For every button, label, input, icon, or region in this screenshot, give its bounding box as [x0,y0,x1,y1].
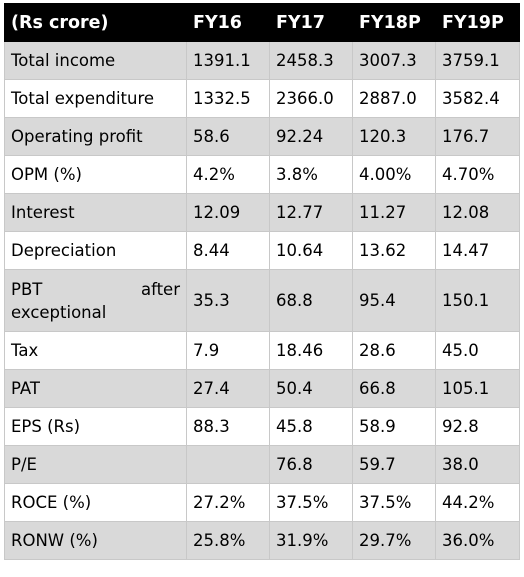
header-row: (Rs crore) FY16 FY17 FY18P FY19P [4,3,520,42]
cell-fy18p: 29.7% [352,521,436,560]
cell-fy19p: 3582.4 [435,79,520,118]
cell-fy17: 50.4 [269,369,353,408]
row-label: PAT [4,369,187,408]
cell-fy17: 10.64 [269,231,353,270]
header-fy17: FY17 [269,3,353,42]
cell-fy18p: 2887.0 [352,79,436,118]
header-fy19p: FY19P [435,3,520,42]
row-label: Interest [4,193,187,232]
row-roce: ROCE (%) 27.2% 37.5% 37.5% 44.2% [4,483,520,522]
cell-fy19p: 150.1 [435,269,520,332]
cell-fy16: 88.3 [186,407,270,446]
row-label: Depreciation [4,231,187,270]
row-tax: Tax 7.9 18.46 28.6 45.0 [4,331,520,370]
cell-fy16: 7.9 [186,331,270,370]
cell-fy16: 4.2% [186,155,270,194]
row-label: Operating profit [4,117,187,156]
row-interest: Interest 12.09 12.77 11.27 12.08 [4,193,520,232]
cell-fy17: 12.77 [269,193,353,232]
pbt-word: PBT [11,280,43,299]
cell-fy19p: 38.0 [435,445,520,484]
cell-fy18p: 120.3 [352,117,436,156]
cell-fy19p: 36.0% [435,521,520,560]
cell-fy17: 37.5% [269,483,353,522]
pbt-label: PBT after exceptional [11,277,180,324]
row-opm: OPM (%) 4.2% 3.8% 4.00% 4.70% [4,155,520,194]
row-operating-profit: Operating profit 58.6 92.24 120.3 176.7 [4,117,520,156]
cell-fy17: 45.8 [269,407,353,446]
cell-fy17: 76.8 [269,445,353,484]
row-ronw: RONW (%) 25.8% 31.9% 29.7% 36.0% [4,521,520,560]
cell-fy16 [186,445,270,484]
row-label: Tax [4,331,187,370]
cell-fy18p: 3007.3 [352,41,436,80]
cell-fy17: 31.9% [269,521,353,560]
cell-fy19p: 176.7 [435,117,520,156]
cell-fy19p: 92.8 [435,407,520,446]
cell-fy18p: 59.7 [352,445,436,484]
cell-fy18p: 37.5% [352,483,436,522]
cell-fy16: 1391.1 [186,41,270,80]
cell-fy19p: 105.1 [435,369,520,408]
financials-table: (Rs crore) FY16 FY17 FY18P FY19P Total i… [4,3,520,560]
cell-fy19p: 12.08 [435,193,520,232]
cell-fy16: 58.6 [186,117,270,156]
header-fy18p: FY18P [352,3,436,42]
row-pat: PAT 27.4 50.4 66.8 105.1 [4,369,520,408]
cell-fy16: 8.44 [186,231,270,270]
cell-fy18p: 11.27 [352,193,436,232]
row-label: EPS (Rs) [4,407,187,446]
cell-fy16: 27.2% [186,483,270,522]
cell-fy18p: 58.9 [352,407,436,446]
row-label: Total income [4,41,187,80]
cell-fy18p: 4.00% [352,155,436,194]
row-total-expenditure: Total expenditure 1332.5 2366.0 2887.0 3… [4,79,520,118]
header-fy16: FY16 [186,3,270,42]
cell-fy16: 12.09 [186,193,270,232]
cell-fy16: 27.4 [186,369,270,408]
row-eps: EPS (Rs) 88.3 45.8 58.9 92.8 [4,407,520,446]
cell-fy17: 92.24 [269,117,353,156]
cell-fy17: 3.8% [269,155,353,194]
row-pbt-after-exceptional: PBT after exceptional 35.3 68.8 95.4 150… [4,269,520,332]
after-word: after [140,280,180,299]
row-label: Total expenditure [4,79,187,118]
row-pe: P/E 76.8 59.7 38.0 [4,445,520,484]
row-label: P/E [4,445,187,484]
cell-fy16: 1332.5 [186,79,270,118]
row-total-income: Total income 1391.1 2458.3 3007.3 3759.1 [4,41,520,80]
cell-fy19p: 14.47 [435,231,520,270]
pbt-label-line2: exceptional [11,303,107,322]
cell-fy18p: 28.6 [352,331,436,370]
cell-fy17: 2458.3 [269,41,353,80]
cell-fy19p: 4.70% [435,155,520,194]
row-label: RONW (%) [4,521,187,560]
pbt-label-line1: PBT after [11,278,180,301]
cell-fy17: 68.8 [269,269,353,332]
cell-fy19p: 44.2% [435,483,520,522]
cell-fy16: 25.8% [186,521,270,560]
cell-fy17: 18.46 [269,331,353,370]
cell-fy19p: 3759.1 [435,41,520,80]
cell-fy18p: 13.62 [352,231,436,270]
cell-fy18p: 95.4 [352,269,436,332]
cell-fy19p: 45.0 [435,331,520,370]
row-label: ROCE (%) [4,483,187,522]
cell-fy16: 35.3 [186,269,270,332]
header-label: (Rs crore) [4,3,187,42]
cell-fy17: 2366.0 [269,79,353,118]
cell-fy18p: 66.8 [352,369,436,408]
row-label: OPM (%) [4,155,187,194]
row-label: PBT after exceptional [4,269,187,332]
row-depreciation: Depreciation 8.44 10.64 13.62 14.47 [4,231,520,270]
